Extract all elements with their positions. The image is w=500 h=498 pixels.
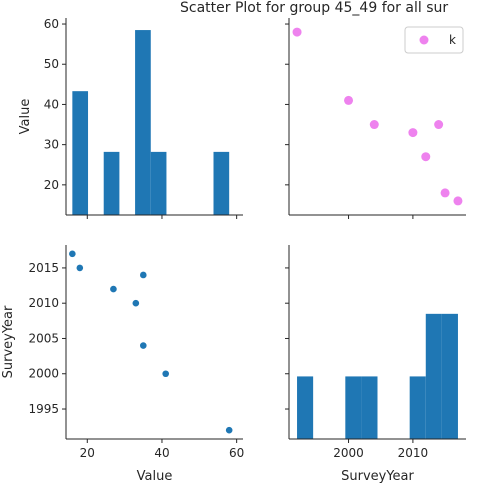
- value-vs-year-point: [344, 95, 354, 105]
- year-vs-value-point: [110, 285, 117, 293]
- year-hist-bar: [409, 376, 426, 439]
- value-hist-bar: [213, 151, 230, 215]
- year-hist-bar: [441, 313, 458, 439]
- value-vs-year-point: [369, 120, 379, 130]
- value-vs-year-point: [434, 120, 444, 130]
- year-vs-value-ytick-label: 2005: [28, 331, 59, 345]
- year-vs-value-point: [225, 426, 233, 434]
- value-hist-ytick-label: 50: [44, 57, 59, 71]
- year-vs-value-ytick-label: 2000: [28, 367, 59, 381]
- year-hist-bar: [297, 376, 314, 439]
- value-hist-bar: [150, 151, 167, 215]
- value-hist-ytick-label: 30: [44, 138, 59, 152]
- value-hist-bar: [103, 151, 120, 215]
- year-vs-value-point: [69, 250, 76, 258]
- year-vs-value-point: [132, 299, 140, 307]
- year-vs-value-point: [76, 264, 84, 272]
- plot-layer: 20 30 40 50 60 Value k 1995 2000 2005 2010 2015 20 40…: [1, 17, 466, 484]
- surveyyear-ylabel: SurveyYear: [1, 305, 16, 378]
- year-vs-value-ytick-label: 2015: [28, 261, 59, 275]
- year-hist-bar: [345, 376, 362, 439]
- value-vs-year-point: [453, 196, 463, 206]
- year-hist-xtick-label: 2000: [333, 446, 364, 460]
- legend: k: [404, 26, 464, 54]
- year-vs-value-xtick-label: 40: [154, 446, 169, 460]
- value-hist-ytick-label: 60: [44, 17, 59, 31]
- year-vs-value-ytick-label: 1995: [28, 402, 59, 416]
- year-vs-value-ytick-label: 2010: [28, 296, 59, 310]
- year-vs-value-xtick-label: 60: [229, 446, 244, 460]
- value-ylabel: Value: [18, 99, 33, 135]
- value-vs-year-point: [292, 27, 302, 37]
- year-hist-xtick-label: 2010: [398, 446, 429, 460]
- year-vs-value-point: [162, 370, 170, 378]
- chart-title: Scatter Plot for group 45_49 for all sur: [180, 0, 448, 16]
- year-vs-value-point: [139, 342, 147, 349]
- year-vs-value-xtick-label: 20: [80, 446, 95, 460]
- value-xlabel: Value: [137, 469, 173, 484]
- value-vs-year-point: [421, 152, 431, 162]
- year-hist-bar: [425, 313, 442, 439]
- value-vs-year-point: [440, 188, 450, 198]
- value-vs-year-point: [408, 128, 418, 138]
- legend-marker: [419, 35, 429, 45]
- year-hist-bar: [361, 376, 378, 439]
- legend-label: k: [449, 33, 456, 47]
- year-vs-value-point: [139, 271, 147, 279]
- value-hist-bar: [135, 30, 151, 216]
- value-hist-bar: [72, 91, 89, 215]
- value-hist-ytick-label: 40: [44, 97, 59, 111]
- value-hist-ytick-label: 20: [44, 178, 59, 192]
- surveyyear-xlabel: SurveyYear: [341, 469, 414, 484]
- legend-box: [404, 26, 464, 54]
